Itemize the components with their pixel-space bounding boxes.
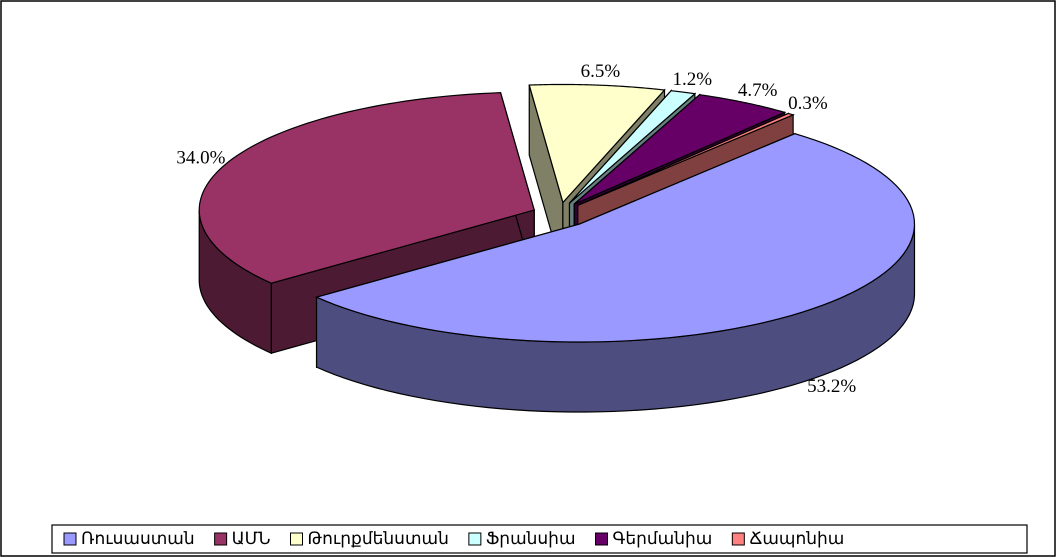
- slice-top: [577, 112, 795, 206]
- legend-swatch: [290, 532, 303, 546]
- slice-top: [528, 83, 666, 204]
- data-label: 34.0%: [176, 148, 225, 169]
- slice: [314, 132, 916, 413]
- legend-label: Ճապոնիա: [749, 529, 844, 548]
- legend-swatch: [595, 532, 609, 546]
- legend-label: Թուրքմենստան: [308, 529, 449, 548]
- legend-swatch: [731, 532, 745, 546]
- legend-swatch: [63, 532, 77, 546]
- legend-label: Գերմանիա: [613, 529, 713, 548]
- slice-top: [198, 92, 535, 284]
- slice-top: [573, 94, 787, 205]
- legend-label: Ռուսաստան: [81, 529, 195, 548]
- data-label: 4.7%: [738, 80, 778, 101]
- data-label: 1.2%: [672, 69, 712, 90]
- data-label: 0.3%: [788, 93, 828, 114]
- legend-swatch: [468, 532, 482, 546]
- slice-top: [569, 90, 697, 204]
- legend-label: ԱՄՆ: [232, 529, 271, 548]
- slice-top: [314, 133, 916, 343]
- legend-swatch: [214, 532, 228, 546]
- legend-label: Ֆրանսիա: [486, 529, 576, 548]
- data-label: 53.2%: [807, 376, 856, 397]
- data-label: 6.5%: [581, 61, 621, 82]
